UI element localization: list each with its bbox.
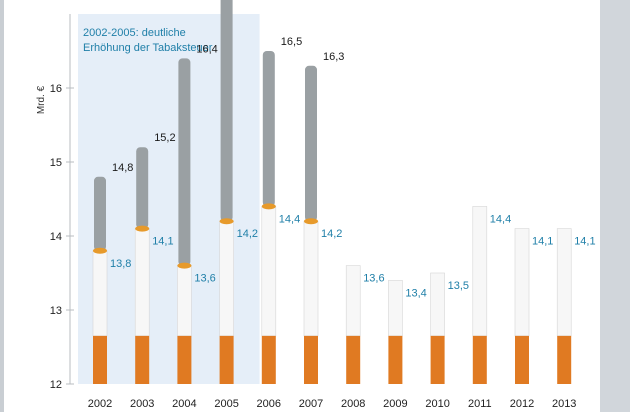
ember [93, 247, 107, 254]
cigarette-bar [345, 265, 361, 337]
y-tick-label: 12 [50, 379, 62, 391]
left-frame-edge [0, 0, 4, 412]
bar-value-label: 13,5 [448, 280, 469, 292]
bar-value-label: 14,1 [532, 236, 553, 248]
ember [135, 225, 150, 232]
x-tick-label: 2006 [257, 398, 281, 410]
ash-value-label: 16,4 [196, 43, 217, 55]
x-axis-labels: 2002 2003 2004 2005 2006 2007 2008 2009 2010 2011… [88, 398, 577, 410]
bar-value-label: 13,8 [110, 258, 131, 270]
ember [261, 203, 276, 210]
cigarette-filter [515, 335, 529, 384]
cigarette-bar [219, 220, 234, 337]
ash-value-label: 15,2 [154, 132, 175, 144]
cigarette-bar [92, 250, 108, 337]
ember [304, 218, 318, 225]
bar-value-label: 14,2 [237, 228, 258, 240]
cigarette-filter [135, 335, 150, 384]
cigarette-bar [177, 265, 192, 337]
x-tick-label: 2007 [299, 398, 323, 410]
y-axis-label: Mrd. € [36, 85, 47, 114]
cigarette-bar [261, 206, 277, 337]
y-tick-label: 14 [50, 231, 62, 243]
ember [177, 262, 192, 269]
x-tick-label: 2008 [341, 398, 365, 410]
ash-value-label: 16,3 [323, 51, 344, 63]
cigarette-bar [388, 280, 403, 337]
x-tick-label: 2010 [425, 398, 449, 410]
annotation-line-1: 2002-2005: deutliche [83, 27, 186, 39]
cigarette-bar [430, 272, 445, 337]
annotation-line-2: Erhöhung der Tabaksteuer [83, 42, 213, 54]
cigarette-filter [557, 335, 572, 384]
bar-value-label: 13,4 [405, 287, 426, 299]
y-tick-label: 16 [50, 83, 62, 95]
cigarette-filter [93, 335, 107, 384]
ash-column [220, 0, 233, 222]
x-tick-label: 2009 [383, 398, 407, 410]
right-frame-edge [600, 0, 630, 412]
bar-value-label: 13,6 [194, 273, 215, 285]
bar-value-label: 14,1 [574, 236, 595, 248]
ash-column [305, 65, 317, 222]
ember [219, 218, 234, 225]
cigarette-bar [514, 228, 530, 337]
bar-value-label: 14,1 [152, 236, 173, 248]
cigarette-filter [388, 335, 403, 384]
bars-group: 14,813,815,214,116,413,617,714,216,514,4… [92, 0, 596, 384]
x-tick-label: 2002 [88, 398, 112, 410]
ash-column [94, 176, 106, 251]
x-tick-label: 2012 [510, 398, 534, 410]
ash-column [178, 58, 191, 266]
cigarette-filter [346, 335, 361, 384]
bar-value-label: 14,2 [321, 228, 342, 240]
bar-value-label: 14,4 [279, 213, 300, 225]
ash-column [262, 51, 275, 207]
bar-value-label: 14,4 [490, 213, 511, 225]
cigarette-filter [472, 335, 487, 384]
cigarette-filter [304, 335, 318, 384]
y-tick-label: 15 [50, 157, 62, 169]
x-tick-label: 2004 [172, 398, 196, 410]
cigarette-bar [556, 228, 572, 337]
cigarette-bar [134, 228, 150, 337]
cigarette-filter [177, 335, 192, 384]
bar-value-label: 13,6 [363, 273, 384, 285]
ash-column [136, 147, 149, 229]
cigarette-filter [219, 335, 234, 384]
cigarette-bar [303, 220, 319, 337]
y-axis-ticks: 12 13 14 15 16 [50, 83, 74, 391]
ash-value-label: 14,8 [112, 162, 133, 174]
cigarette-bar [472, 206, 488, 337]
y-tick-label: 13 [50, 305, 62, 317]
x-tick-label: 2013 [552, 398, 576, 410]
x-tick-label: 2003 [130, 398, 154, 410]
x-tick-label: 2011 [468, 398, 492, 410]
x-tick-label: 2005 [214, 398, 238, 410]
cigarette-filter [261, 335, 276, 384]
ash-value-label: 16,5 [281, 36, 302, 48]
cigarette-filter [430, 335, 445, 384]
